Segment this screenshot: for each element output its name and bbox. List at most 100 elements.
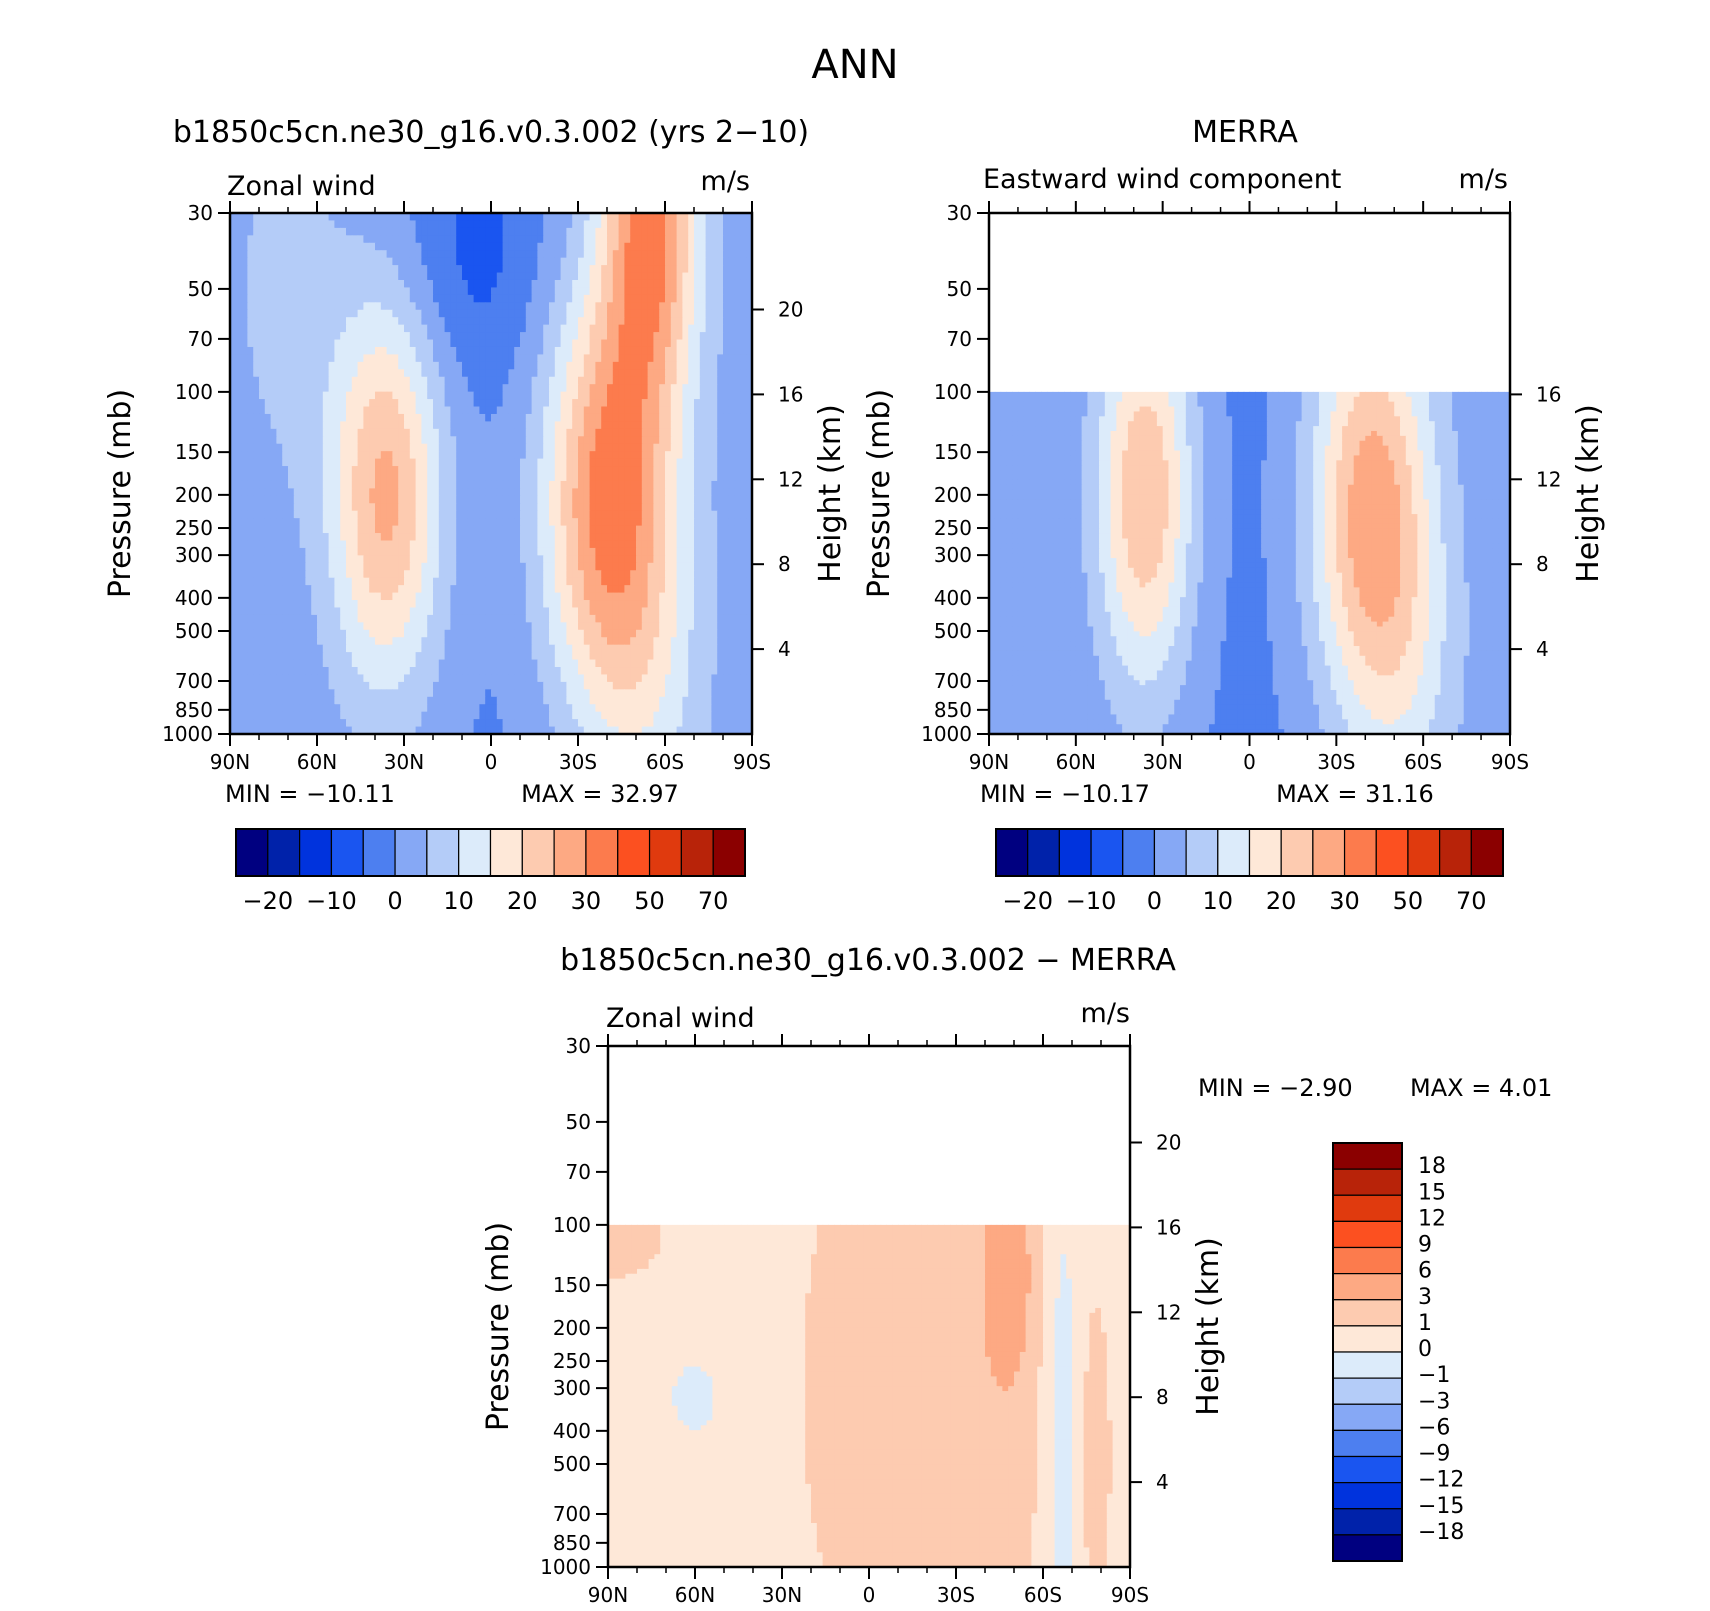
panel1-field-cell (647, 272, 654, 281)
panel1-field-cell (375, 577, 382, 586)
panel1-field-cell (659, 473, 666, 482)
panel1-field-cell (299, 220, 306, 229)
panel1-field-cell (537, 406, 544, 415)
panel1-field-cell (404, 421, 411, 430)
panel1-field-cell (322, 317, 330, 326)
panel1-field-cell (717, 592, 724, 601)
panel1-field-cell (624, 376, 631, 385)
panel1-field-cell (351, 436, 359, 445)
panel1-field-cell (496, 488, 504, 497)
panel1-field-cell (514, 525, 521, 534)
panel1-field-cell (253, 279, 260, 289)
panel1-field-cell (676, 577, 683, 586)
panel1-field-cell (688, 525, 695, 534)
panel1-field-cell (479, 547, 486, 556)
panel1-field-cell (253, 585, 260, 594)
panel1-field-cell (270, 547, 277, 556)
panel1-field-cell (578, 265, 585, 274)
panel1-field-cell (612, 540, 620, 549)
panel1-field-cell (624, 510, 631, 519)
panel1-field-cell (566, 265, 573, 274)
panel1-field-cell (560, 495, 567, 504)
panel1-field-cell (462, 332, 469, 341)
panel1-field-cell (415, 413, 422, 422)
panel1-field-cell (235, 480, 243, 489)
panel1-field-cell (647, 592, 654, 601)
panel1-field-cell (322, 279, 330, 289)
panel1-field-cell (607, 488, 614, 497)
panel1-field-cell (618, 235, 625, 244)
panel1-field-cell (270, 436, 277, 445)
panel1-field-cell (264, 257, 272, 266)
panel1-field-cell (601, 480, 608, 489)
panel1-field-cell (601, 592, 608, 601)
panel1-field-cell (270, 525, 277, 534)
panel1-field-cell (276, 533, 283, 542)
panel1-field-cell (264, 428, 272, 437)
panel1-field-cell (409, 250, 417, 259)
panel1-field-cell (676, 562, 683, 571)
panel1-field-cell (740, 436, 747, 445)
panel1-field-cell (525, 525, 533, 534)
panel1-field-cell (404, 302, 411, 311)
panel1-field-cell (682, 309, 689, 318)
panel1-field-cell (299, 391, 306, 400)
panel1-field-cell (589, 354, 596, 363)
panel1-field-cell (230, 570, 237, 579)
panel1-field-cell (375, 622, 382, 631)
panel1-field-cell (438, 309, 446, 318)
panel1-field-cell (340, 339, 347, 348)
panel1-field-cell (288, 339, 295, 348)
panel1-field-cell (705, 592, 712, 601)
panel1-field-cell (520, 272, 527, 281)
panel1-field-cell (479, 339, 486, 348)
panel1-field-cell (630, 473, 637, 482)
panel1-field-cell (264, 220, 272, 229)
panel1-field-cell (624, 309, 631, 318)
panel1-field-cell (572, 287, 579, 296)
panel1-field-cell (682, 525, 689, 534)
panel1-field-cell (259, 458, 266, 467)
panel1-field-cell (485, 488, 492, 497)
panel1-field-cell (485, 413, 492, 422)
panel1-field-cell (566, 242, 573, 251)
panel1-field-cell (699, 451, 707, 460)
panel1-field-cell (450, 324, 457, 333)
panel1-field-cell (589, 473, 596, 482)
panel1-field-cell (363, 309, 370, 318)
panel1-field-cell (311, 488, 318, 497)
panel1-field-cell (589, 495, 596, 504)
panel1-field-cell (520, 443, 527, 452)
panel1-field-cell (380, 272, 388, 281)
panel1-field-cell (711, 488, 718, 497)
panel1-field-cell (705, 250, 712, 259)
panel1-field-cell (502, 265, 509, 274)
panel1-field-cell (549, 562, 556, 571)
panel1-field-cell (259, 480, 266, 489)
panel1-field-cell (554, 480, 562, 489)
panel1-field-cell (607, 562, 614, 571)
panel1-field-cell (235, 518, 243, 527)
panel1-field-cell (328, 324, 335, 333)
panel1-field-cell (467, 302, 475, 311)
panel1-field-cell (717, 391, 724, 400)
panel1-field-cell (583, 317, 591, 326)
panel1-field-cell (444, 600, 451, 609)
panel1-field-cell (630, 562, 637, 571)
panel1-field-cell (502, 406, 509, 415)
panel1-field-cell (328, 399, 335, 408)
panel1-field-cell (612, 309, 620, 318)
panel1-field-cell (612, 443, 620, 452)
panel1-field-cell (589, 391, 596, 400)
panel1-field-cell (531, 250, 538, 259)
panel1-field-cell (595, 525, 602, 534)
panel1-field-cell (369, 384, 376, 393)
panel1-field-cell (351, 302, 359, 311)
panel1-field-cell (444, 473, 451, 482)
panel1-field-cell (659, 294, 666, 303)
panel1-field-cell (508, 369, 515, 378)
panel1-field-cell (624, 220, 631, 229)
panel1-field-cell (346, 309, 353, 318)
panel1-field-cell (734, 391, 741, 400)
panel1-field-cell (334, 488, 341, 497)
